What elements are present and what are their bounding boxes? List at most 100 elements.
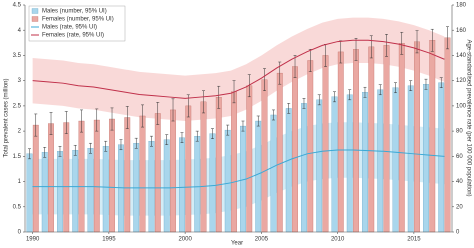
y-tick-label: 4	[18, 28, 22, 34]
x-tick-label: 2000	[178, 237, 192, 243]
bar	[118, 144, 124, 233]
error-bar	[165, 134, 169, 145]
error-bar	[308, 49, 312, 72]
bar	[179, 137, 185, 233]
error-bar	[80, 109, 84, 133]
error-bar	[171, 98, 175, 122]
bar	[377, 89, 384, 233]
error-bar	[88, 142, 92, 154]
bar	[139, 115, 146, 233]
error-bar	[363, 86, 367, 98]
y2-tick-label: 20	[456, 204, 463, 210]
y-tick-label: 1	[18, 179, 22, 185]
rate-line	[32, 149, 445, 189]
bar	[41, 152, 48, 233]
error-bar	[202, 90, 206, 114]
x-tick-label: 2010	[331, 237, 345, 243]
y-tick-label: 1.5	[13, 154, 22, 160]
error-bar	[34, 113, 38, 137]
bar	[148, 141, 155, 233]
bar	[346, 94, 353, 233]
bar	[301, 103, 307, 233]
y2-tick-label: 140	[456, 53, 467, 59]
error-bar	[141, 104, 145, 128]
x-tick-label: 1995	[102, 237, 116, 243]
error-bar	[378, 84, 382, 96]
error-bar	[409, 80, 413, 92]
legend-label: Males (number, 95% UI)	[42, 9, 107, 15]
bar	[292, 66, 298, 233]
bar	[285, 108, 292, 233]
bar	[185, 105, 192, 233]
bar	[407, 85, 414, 233]
error-bar	[302, 98, 306, 109]
error-bar	[195, 130, 199, 142]
error-bar	[43, 147, 47, 158]
error-bar	[446, 26, 450, 50]
bar	[368, 46, 375, 233]
error-bar	[27, 148, 31, 160]
y2-axis-label: Age-standardised prevalence rate (per 10…	[465, 39, 471, 196]
error-bar	[156, 102, 160, 125]
y2-tick-label: 80	[456, 129, 463, 135]
error-bar	[241, 120, 245, 132]
error-bar	[217, 85, 221, 109]
error-bar	[439, 77, 443, 88]
error-bar	[125, 106, 129, 129]
bar	[57, 151, 63, 233]
error-bar	[210, 128, 214, 139]
error-bar	[49, 112, 53, 135]
x-tick-label: 2015	[407, 237, 421, 243]
error-bar	[256, 115, 260, 127]
y-axis-label: Total prevalent cases (million)	[4, 78, 10, 157]
y-tick-label: 0	[18, 230, 22, 236]
bar	[215, 97, 222, 233]
y2-tick-label: 120	[456, 78, 467, 84]
y-tick-label: 3	[18, 78, 22, 84]
error-bar	[293, 55, 297, 78]
bar	[337, 51, 344, 233]
error-bar	[180, 132, 184, 143]
legend-swatch	[31, 16, 39, 22]
bar	[438, 82, 445, 233]
legend-label: Females (rate, 95% UI)	[42, 33, 104, 39]
y-tick-label: 4.5	[13, 3, 22, 9]
rate-band	[32, 17, 445, 122]
bar	[331, 96, 338, 233]
bar	[255, 120, 262, 233]
y2-tick-label: 60	[456, 154, 463, 160]
bar	[63, 122, 70, 233]
bar	[170, 109, 176, 233]
bar	[109, 118, 115, 233]
bar	[102, 146, 109, 233]
bar	[423, 84, 429, 233]
error-bar	[369, 35, 373, 59]
bar	[93, 119, 100, 233]
bar	[87, 148, 94, 233]
rate-line	[32, 39, 445, 99]
y-tick-label: 2	[18, 129, 22, 135]
error-bar	[393, 82, 397, 94]
error-bar	[354, 38, 358, 61]
y2-tick-label: 160	[456, 28, 467, 34]
bar	[200, 101, 207, 233]
error-bar	[348, 89, 352, 101]
bar	[124, 117, 131, 233]
error-bar	[400, 31, 404, 55]
legend-label: Females (number, 95% UI)	[42, 17, 114, 23]
bar	[353, 49, 359, 233]
error-bar	[64, 111, 68, 134]
bar	[32, 124, 39, 233]
bar	[194, 136, 201, 233]
legend-label: Males (rate, 95% UI)	[42, 25, 97, 31]
error-bar	[226, 124, 230, 136]
bar	[270, 114, 277, 233]
y2-tick-label: 40	[456, 179, 463, 185]
error-bar	[104, 140, 108, 152]
error-bar	[134, 137, 138, 149]
bar	[316, 99, 323, 233]
bar	[209, 133, 216, 233]
error-bar	[287, 103, 291, 114]
bar	[444, 37, 451, 233]
